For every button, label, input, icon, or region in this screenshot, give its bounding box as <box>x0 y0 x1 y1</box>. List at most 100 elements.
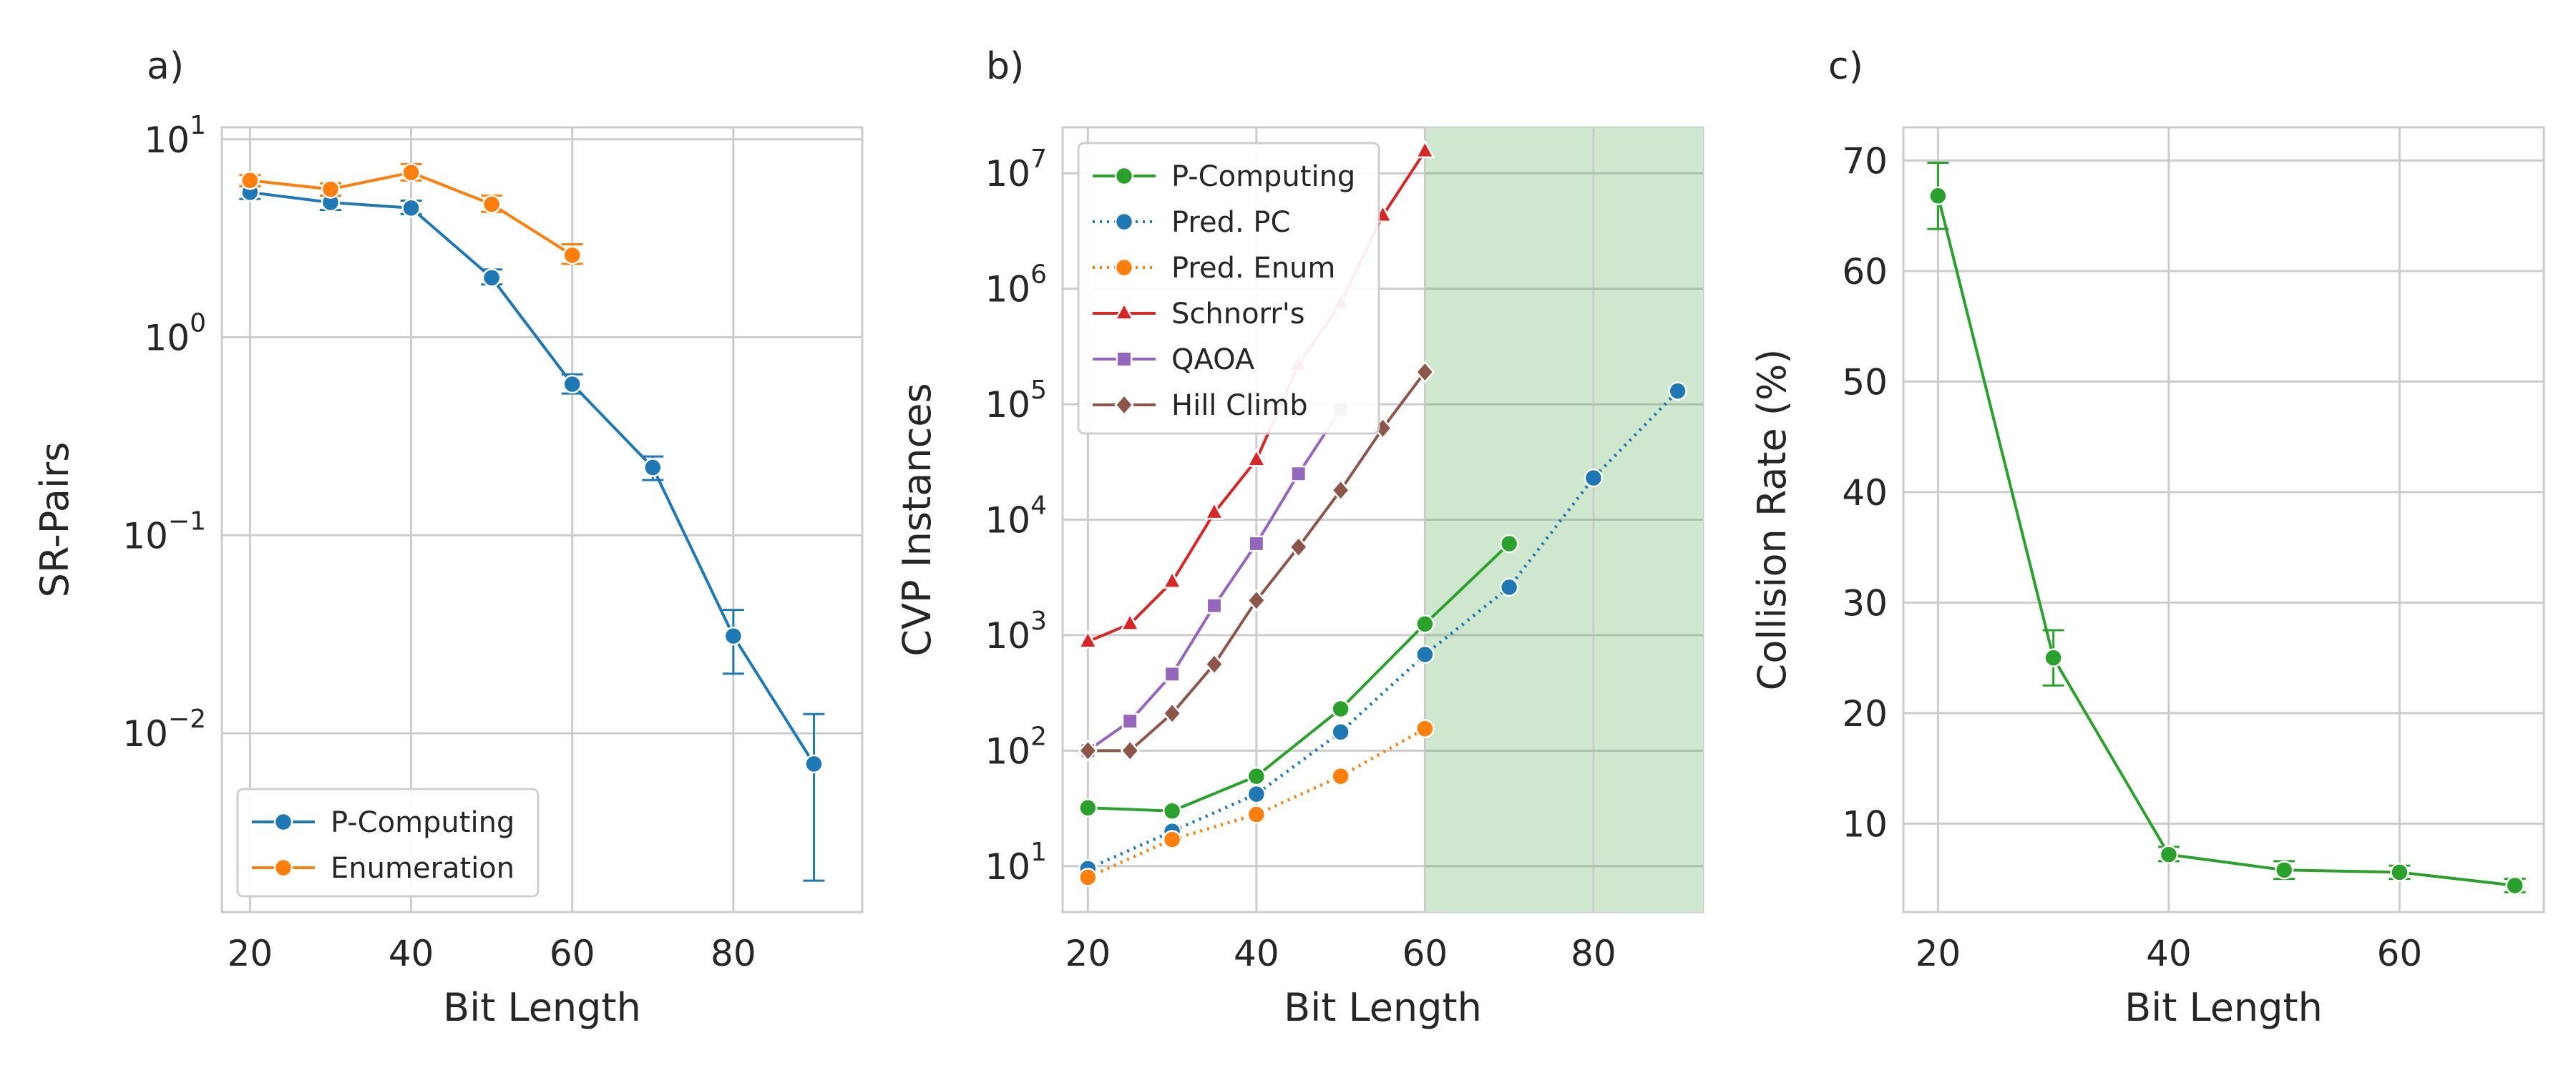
gridlines <box>1063 127 1703 912</box>
data-point <box>321 180 341 199</box>
y-tick-base: 10 <box>985 384 1030 426</box>
data-point <box>1163 665 1181 682</box>
y-tick-base: 10 <box>122 515 168 557</box>
legend-entry: Pred. PC <box>1171 206 1290 239</box>
x-tick-label: 60 <box>550 933 595 974</box>
y-tick-base: 10 <box>985 846 1030 888</box>
data-point <box>1161 569 1183 589</box>
y-tick-label: 20 <box>1842 693 1888 735</box>
legend-swatch-marker <box>1114 212 1134 232</box>
y-tick-label: 104 <box>985 491 1047 542</box>
legend-swatch-marker <box>273 858 293 878</box>
legend-frame <box>236 788 540 898</box>
data-point <box>1204 652 1224 676</box>
data-point <box>2274 861 2294 880</box>
panel-letter: c) <box>1828 45 1863 88</box>
y-tick-exponent: −1 <box>168 506 206 536</box>
data-point <box>1078 739 1098 763</box>
x-tick-label: 20 <box>228 933 273 974</box>
legend-swatch-marker <box>1113 301 1135 320</box>
data-point <box>1928 186 1948 206</box>
y-tick-exponent: 1 <box>1030 838 1047 867</box>
data-point <box>2159 845 2179 864</box>
y-tick-label: 70 <box>1842 140 1888 182</box>
panel-letter: a) <box>147 45 184 88</box>
x-tick-label: 20 <box>1916 933 1961 974</box>
data-point <box>1246 766 1267 786</box>
data-point <box>1206 597 1223 614</box>
y-tick-exponent: 4 <box>1030 491 1047 521</box>
legend-entry: Hill Climb <box>1171 389 1308 422</box>
series-line <box>1088 542 1511 813</box>
data-point <box>1248 535 1265 552</box>
series-pred-enum <box>1078 719 1435 887</box>
y-tick-base: 10 <box>985 730 1030 772</box>
data-point <box>401 198 421 218</box>
data-point <box>1078 629 1098 649</box>
y-tick-exponent: 7 <box>1030 144 1047 174</box>
data-point <box>643 458 663 477</box>
gridlines <box>1903 127 2544 912</box>
series-line <box>250 190 816 765</box>
y-tick-label: 10−2 <box>122 705 206 755</box>
y-tick-exponent: 0 <box>190 309 206 338</box>
data-point <box>2505 876 2524 896</box>
data-point <box>1584 468 1604 488</box>
x-tick-label: 80 <box>711 933 756 974</box>
x-axis-label: Bit Length <box>443 985 641 1030</box>
y-tick-label: 30 <box>1842 582 1888 624</box>
y-tick-exponent: 2 <box>1030 722 1047 751</box>
data-point <box>1204 501 1225 520</box>
data-point <box>1331 699 1350 719</box>
data-point <box>1415 139 1435 159</box>
y-tick-label: 10−1 <box>122 506 206 557</box>
y-tick-label: 102 <box>985 722 1047 772</box>
data-point <box>562 245 582 265</box>
legend-swatch-marker <box>1116 351 1133 368</box>
y-tick-base: 10 <box>144 318 190 359</box>
y-tick-label: 101 <box>985 838 1047 888</box>
series-line <box>1936 195 2515 887</box>
y-tick-base: 10 <box>985 615 1030 657</box>
y-tick-label: 100 <box>144 309 206 359</box>
data-point <box>1289 535 1309 559</box>
data-point <box>1162 801 1182 820</box>
y-tick-exponent: −2 <box>168 705 206 734</box>
legend-entry: P-Computing <box>1171 160 1355 193</box>
y-axis-label: SR-Pairs <box>32 442 77 598</box>
y-tick-exponent: 3 <box>1030 607 1047 636</box>
data-point <box>1415 645 1435 665</box>
data-point <box>1331 722 1350 742</box>
y-tick-base: 10 <box>985 269 1030 310</box>
data-point <box>1120 739 1140 763</box>
y-tick-label: 40 <box>1842 472 1888 514</box>
data-point <box>1162 702 1182 725</box>
legend-frame <box>1077 142 1380 435</box>
data-point <box>2390 863 2409 882</box>
data-point <box>1078 798 1098 818</box>
data-point <box>1246 784 1267 804</box>
series-hill-climb <box>1078 361 1435 763</box>
data-point <box>1330 479 1351 501</box>
legend-swatch-marker <box>1114 166 1134 186</box>
data-point <box>723 626 743 646</box>
legend-swatch-marker <box>273 812 293 832</box>
y-tick-label: 107 <box>985 144 1047 195</box>
data-point <box>1162 830 1182 849</box>
y-tick-label: 106 <box>985 260 1047 310</box>
y-tick-base: 10 <box>985 153 1030 195</box>
y-tick-label: 103 <box>985 607 1047 657</box>
data-point <box>2044 648 2063 667</box>
data-point <box>401 162 421 182</box>
data-point <box>1246 805 1267 824</box>
x-tick-label: 80 <box>1571 933 1616 974</box>
data-point <box>1415 614 1435 634</box>
x-axis-label: Bit Length <box>2124 985 2323 1030</box>
y-tick-label: 60 <box>1842 251 1888 293</box>
y-tick-exponent: 6 <box>1030 260 1047 290</box>
x-tick-label: 40 <box>389 933 434 974</box>
data-point <box>1499 577 1519 597</box>
data-point <box>1120 612 1141 631</box>
